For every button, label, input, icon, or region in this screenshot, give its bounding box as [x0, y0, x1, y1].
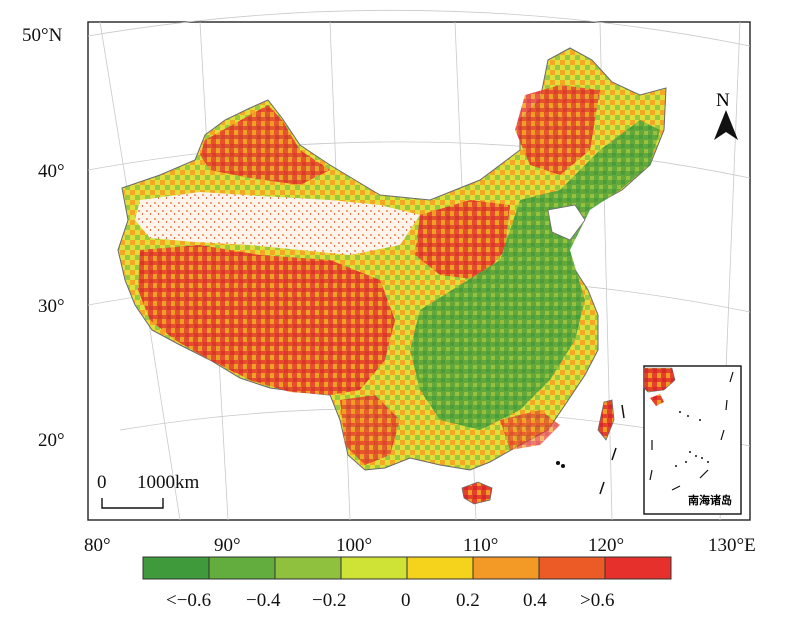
- lat-label-20: 20°: [38, 430, 65, 451]
- legend-swatch: [142, 556, 210, 580]
- lon-label-100: 100°: [336, 535, 372, 556]
- scale-bar: 0 1000km: [97, 472, 200, 509]
- lon-label-130: 130°E: [708, 535, 756, 556]
- china-land: [117, 47, 667, 471]
- legend-swatch: [274, 556, 342, 580]
- scale-zero-label: 0: [97, 472, 107, 493]
- lat-label-40: 40°: [38, 161, 65, 182]
- lat-label-50: 50°N: [22, 25, 63, 46]
- lon-label-120: 120°: [588, 535, 624, 556]
- north-arrow-icon: [714, 110, 738, 140]
- hainan-island: [461, 481, 493, 505]
- legend-label-5: 0.2: [456, 590, 480, 611]
- lon-label-90: 90°: [214, 535, 241, 556]
- inset-map: 南海诸岛: [643, 365, 742, 515]
- taiwan-island: [597, 399, 615, 441]
- legend-swatch: [406, 556, 474, 580]
- legend-swatch: [340, 556, 408, 580]
- legend-label-7: >0.6: [580, 590, 614, 611]
- legend-label-6: 0.4: [523, 590, 547, 611]
- lon-label-110: 110°: [463, 535, 498, 556]
- legend-label-4: 0: [401, 590, 411, 611]
- lat-label-30: 30°: [38, 296, 65, 317]
- legend-label-1: <−0.6: [166, 590, 211, 611]
- legend-swatch: [472, 556, 540, 580]
- legend-swatch: [538, 556, 606, 580]
- legend: <−0.6 −0.4 −0.2 0 0.2 0.4 >0.6: [142, 556, 672, 611]
- legend-swatch: [604, 556, 672, 580]
- legend-swatch: [208, 556, 276, 580]
- legend-swatches: [142, 556, 672, 580]
- scale-distance-label: 1000km: [137, 472, 200, 493]
- east-boundary-dashes: [555, 404, 625, 495]
- inset-label: 南海诸岛: [688, 493, 732, 507]
- lon-label-80: 80°: [84, 535, 111, 556]
- north-label: N: [716, 90, 730, 111]
- north-arrow: N: [714, 90, 738, 140]
- legend-label-2: −0.4: [246, 590, 281, 611]
- legend-label-3: −0.2: [312, 590, 346, 611]
